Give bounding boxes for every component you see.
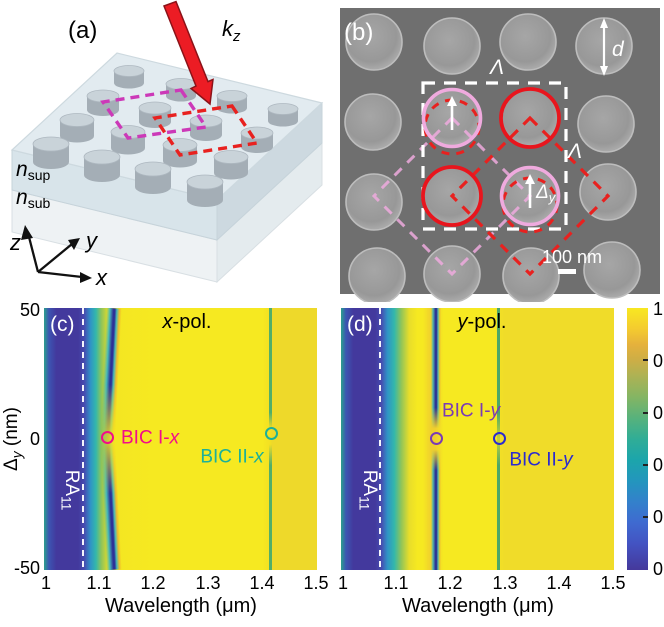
y-axis-arrowhead (68, 238, 80, 250)
heatmap-d (341, 308, 614, 570)
heatmap-c-field (44, 308, 317, 570)
shift-arrowhead-2 (525, 174, 535, 184)
bic2x-label: BIC II-x (200, 446, 264, 468)
n-sup-label: nsup (16, 158, 50, 183)
ra-dashed-line-d (379, 308, 381, 570)
colorbar-tick-0: 0 (653, 559, 664, 579)
heatmap-d-field (341, 308, 614, 570)
bic2y-marker (493, 432, 506, 445)
colorbar-tick-02: 0.2 (653, 507, 664, 527)
bic1x-marker (101, 431, 114, 444)
slab-3d-schematic (10, 0, 324, 284)
ra-dashed-line-c (82, 308, 84, 570)
diameter-label: d (612, 38, 625, 61)
heatmap-c (44, 308, 317, 570)
z-axis-arrowhead (21, 225, 33, 240)
d-xtick-1p1: 1.1 (383, 573, 409, 593)
c-ytick-50: 50 (19, 300, 40, 320)
c-xtick-1p5: 1.5 (303, 573, 329, 593)
d-ra11-label: RA11 (356, 469, 381, 511)
panel-d-label: (d) (347, 313, 373, 336)
incident-k-arrow (163, 0, 214, 106)
colorbar-tick-08: 0.8 (653, 351, 664, 371)
d-polarization-label: y-pol. (457, 311, 507, 333)
bic1y-label: BIC I-y (441, 400, 501, 422)
bic2y-label: BIC II-y (509, 449, 573, 471)
d-x-axis-title: Wavelength (μm) (402, 595, 554, 617)
period-label-top: Λ (489, 56, 504, 79)
sem-unit-cell-white-dashed-square (421, 81, 568, 231)
diameter-arrowhead-top (600, 18, 608, 28)
panel-b-label: (b) (344, 19, 373, 46)
coordinate-axes (27, 236, 83, 279)
scalebar (558, 269, 576, 274)
kz-label: kz (222, 16, 241, 45)
bic1y-marker (430, 432, 443, 445)
c-x-axis-title: Wavelength (μm) (105, 595, 257, 617)
shift-arrowhead-1 (447, 96, 457, 106)
c-xtick-1p4: 1.4 (249, 573, 275, 593)
c-xtick-1p3: 1.3 (195, 573, 221, 593)
sem-unit-cell-pink-dashed (371, 115, 533, 277)
period-label-right: Λ (567, 140, 582, 163)
d-xtick-1: 1 (337, 573, 349, 593)
colorbar-tick-04: 0.4 (653, 455, 664, 475)
sem-circle-red-1 (499, 87, 561, 149)
shift-arrows (450, 104, 532, 208)
d-xtick-1p3: 1.3 (492, 573, 518, 593)
panel-a-label: (a) (68, 17, 97, 44)
diameter-arrowhead-bottom (600, 66, 608, 76)
delta-y-label: Δy (535, 182, 557, 205)
panel-c-label: (c) (50, 313, 75, 336)
colorbar-tick-1: 1 (653, 299, 664, 319)
unit-cell-red-dashed (152, 104, 260, 157)
c-polarization-label: x-pol. (162, 311, 212, 333)
unit-cell-magenta-dashed (100, 88, 209, 140)
panel-a-b-canvas: (a) kz nsup nsub z y x (9, 0, 660, 302)
x-axis-label: x (95, 265, 108, 290)
sem-image (340, 8, 660, 302)
sem-circle-pink-2 (499, 165, 561, 227)
sem-circle-pink-1 (421, 87, 483, 149)
colorbar (627, 308, 648, 570)
y-axis-title: Δy (nm) (0, 407, 25, 471)
d-xtick-1p4: 1.4 (546, 573, 572, 593)
c-xtick-1p2: 1.2 (140, 573, 166, 593)
scalebar-label: 100 nm (542, 247, 602, 267)
c-xtick-1p1: 1.1 (86, 573, 112, 593)
y-axis-label: y (84, 228, 99, 253)
colorbar-tick-06: 0.6 (653, 403, 664, 423)
c-xtick-1: 1 (40, 573, 52, 593)
sem-circle-red-2 (421, 165, 483, 227)
d-xtick-1p5: 1.5 (600, 573, 626, 593)
c-ytick-neg50: -50 (13, 558, 40, 578)
c-ra11-label: RA11 (58, 469, 83, 511)
bic1x-label: BIC I-x (121, 427, 180, 449)
x-axis-arrowhead (80, 272, 92, 283)
c-ytick-0: 0 (29, 429, 40, 449)
d-xtick-1p2: 1.2 (437, 573, 463, 593)
sem-unit-cell-red-dashed (449, 115, 611, 277)
bic2x-marker (265, 427, 278, 440)
n-sub-label: nsub (16, 186, 50, 211)
z-axis-label: z (9, 230, 21, 255)
